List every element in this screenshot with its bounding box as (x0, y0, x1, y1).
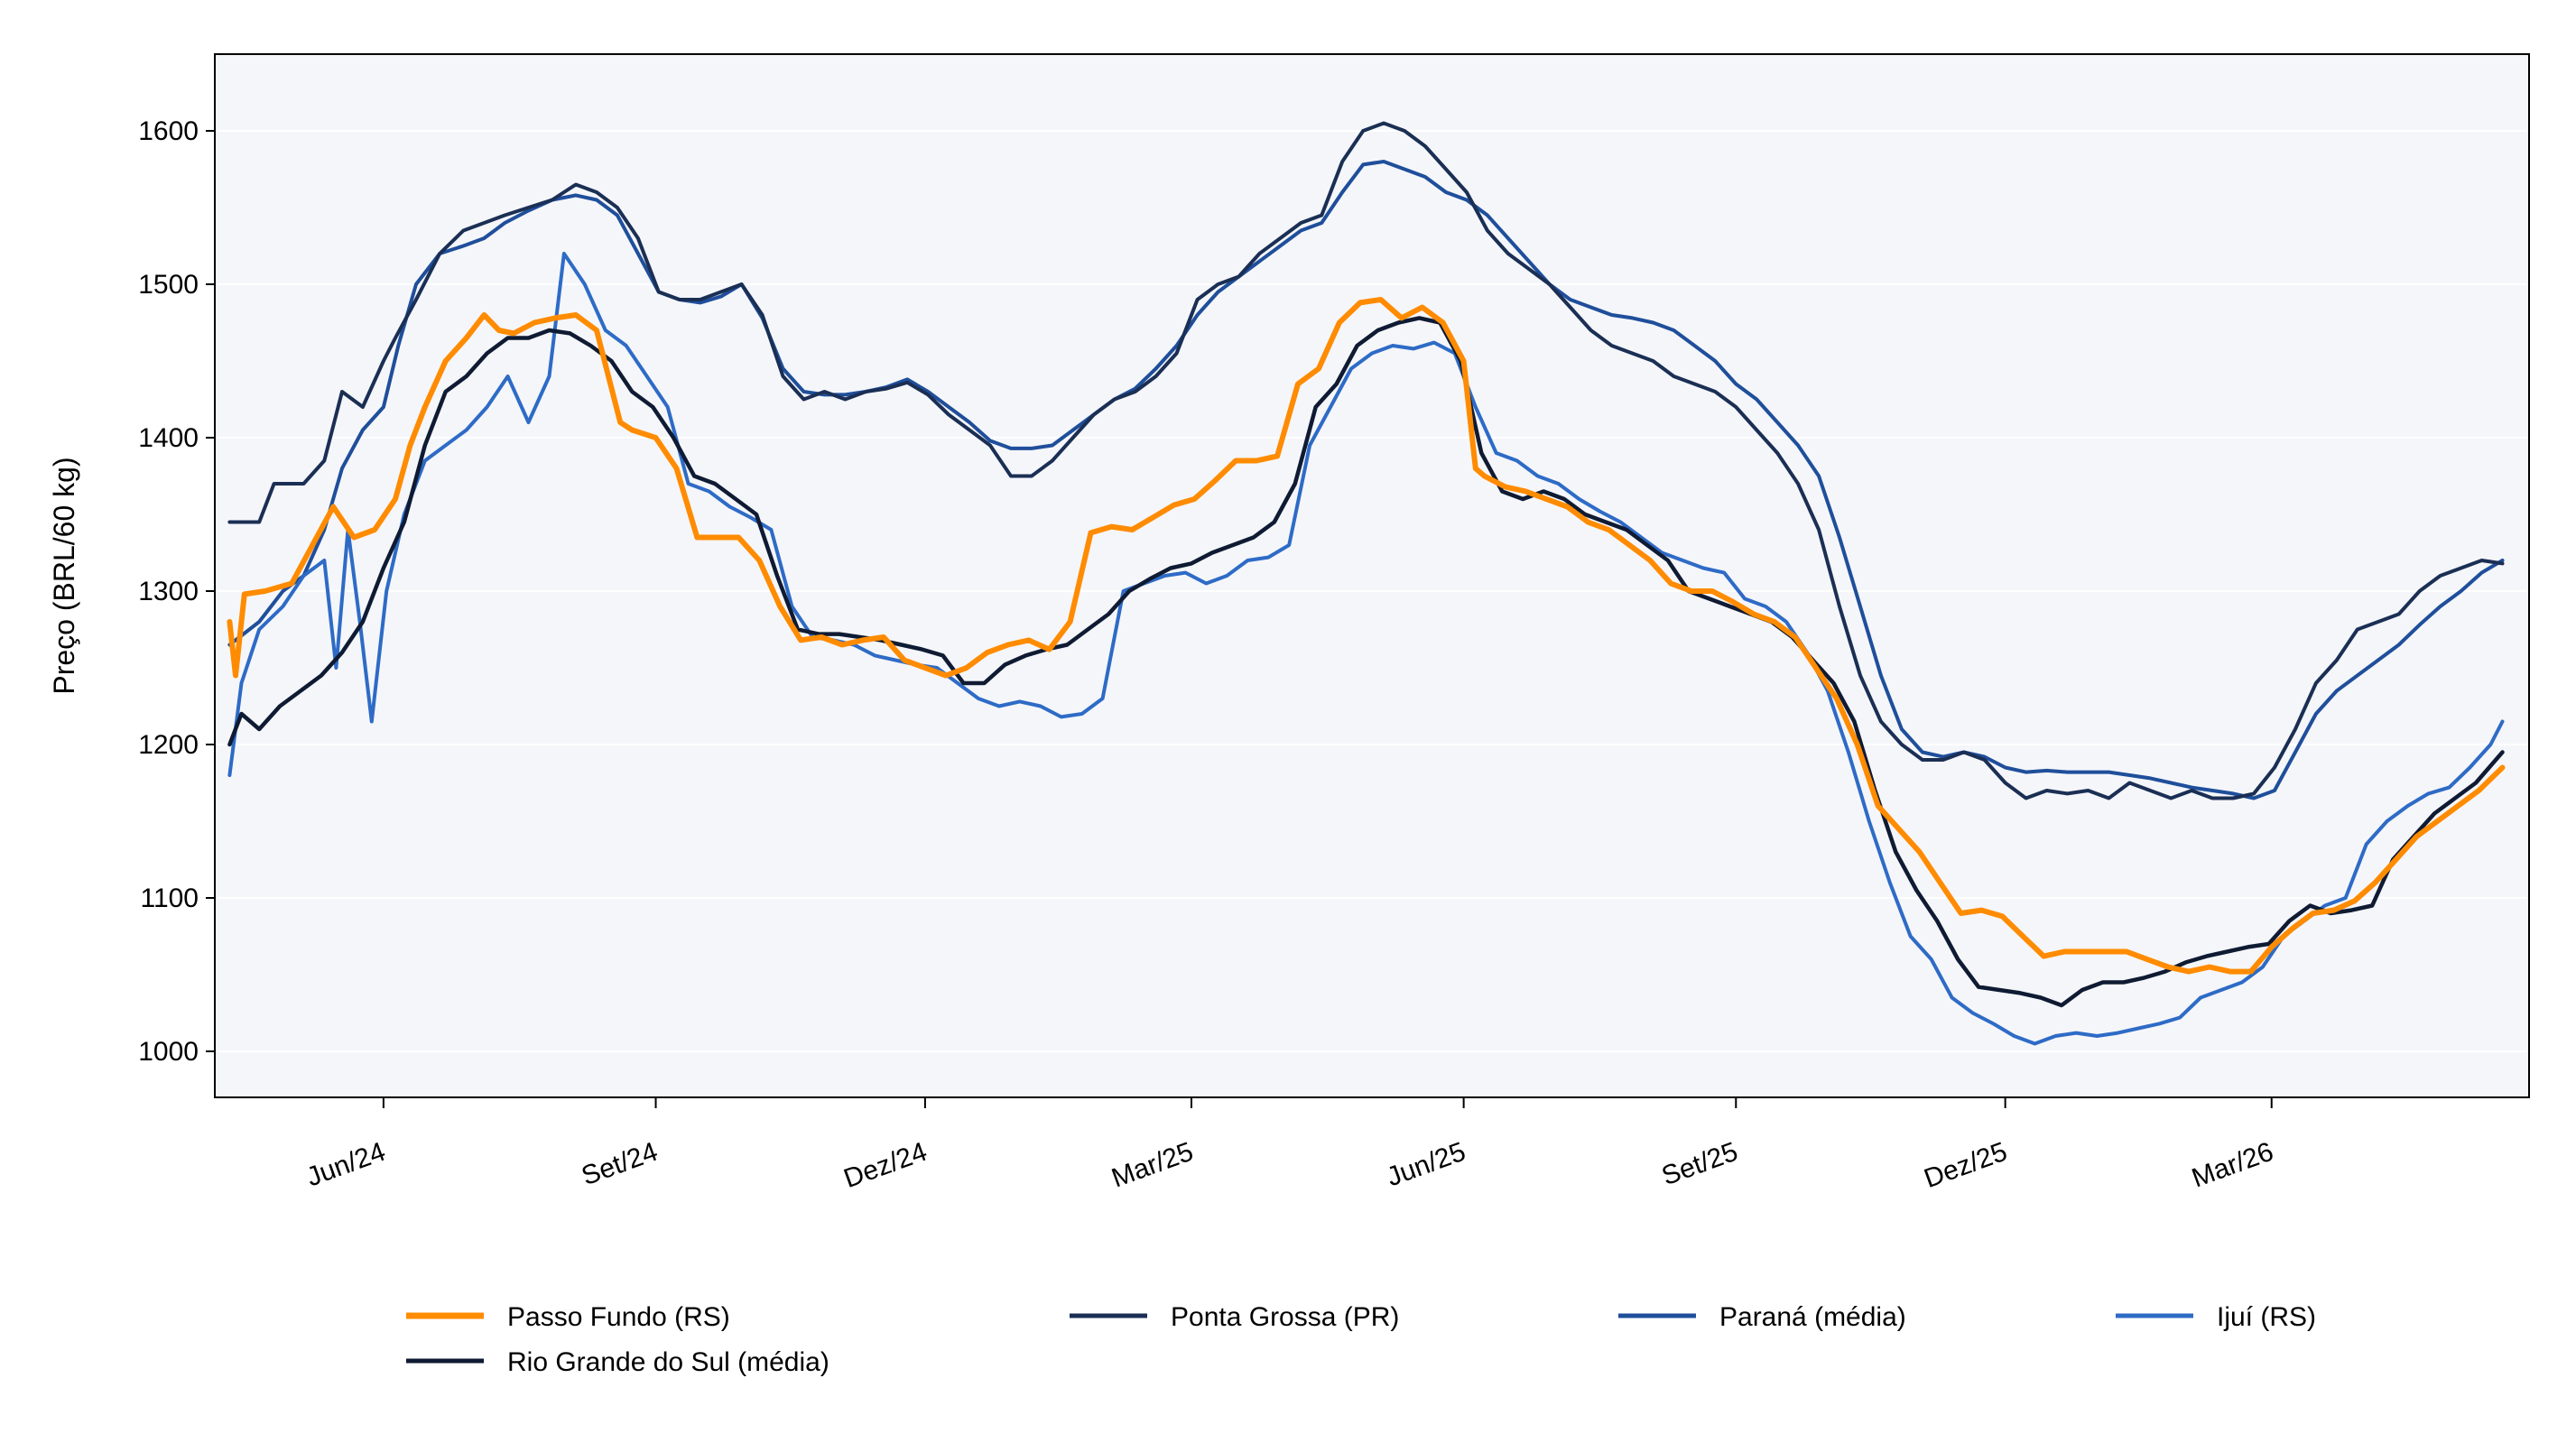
y-tick-label: 1400 (138, 423, 199, 453)
series-line-0 (227, 297, 2506, 975)
y-axis: 1000 1100 1200 1300 1400 1500 1600 (138, 116, 215, 1067)
x-tick-label: Mar/26 (2188, 1137, 2277, 1194)
grid-lines (215, 130, 2529, 1052)
series-line-2 (227, 160, 2505, 800)
series-line-1 (227, 121, 2505, 800)
x-axis: Jun/24 Set/24 Dez/24 Mar/25 Jun/25 Set/25 Dez/… (302, 1097, 2277, 1194)
x-tick-label: Jun/24 (302, 1137, 389, 1193)
legend-label-4: Rio Grande do Sul (média) (507, 1347, 829, 1377)
y-tick-label: 1500 (138, 270, 199, 300)
series-line-4 (227, 316, 2505, 1008)
x-tick-label: Mar/25 (1107, 1137, 1197, 1194)
y-tick-label: 1000 (138, 1037, 199, 1067)
legend-label-2: Paraná (média) (1719, 1302, 1906, 1332)
x-tick-label: Set/24 (578, 1137, 662, 1192)
x-tick-label: Dez/25 (1920, 1137, 2011, 1195)
y-axis-title: Preço (BRL/60 kg) (48, 457, 80, 694)
legend: Passo Fundo (RS) Ponta Grossa (PR) Paraná … (406, 1302, 2316, 1377)
series-line-3 (227, 252, 2505, 1046)
x-tick-label: Set/25 (1658, 1137, 1742, 1192)
x-tick-label: Dez/24 (840, 1137, 931, 1195)
y-tick-label: 1600 (138, 116, 199, 146)
plot-background (215, 54, 2529, 1097)
y-tick-label: 1300 (138, 577, 199, 606)
y-tick-label: 1200 (138, 730, 199, 760)
series-lines (227, 121, 2506, 1046)
legend-label-3: Ijuí (RS) (2217, 1302, 2316, 1332)
plot-frame (214, 53, 2530, 1098)
legend-label-0: Passo Fundo (RS) (507, 1302, 730, 1332)
legend-label-1: Ponta Grossa (PR) (1171, 1302, 1399, 1332)
x-tick-label: Jun/25 (1383, 1137, 1469, 1193)
y-tick-label: 1100 (140, 883, 199, 913)
